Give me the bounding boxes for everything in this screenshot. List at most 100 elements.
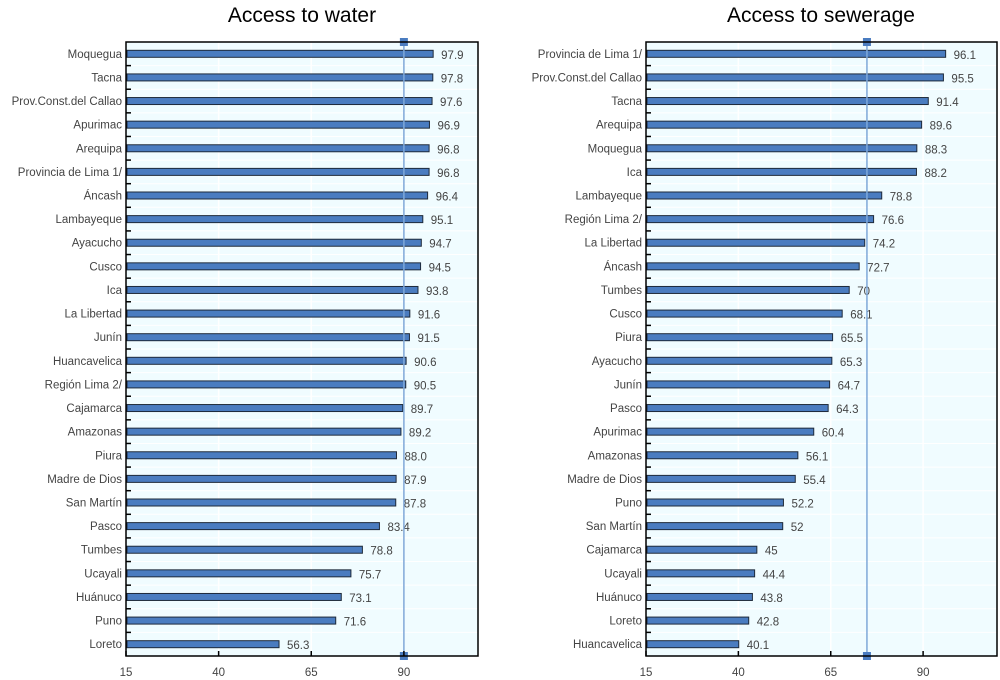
- bar: [126, 592, 342, 601]
- data-label: 97.8: [441, 73, 463, 85]
- bar: [126, 569, 352, 578]
- data-label: 95.5: [951, 73, 973, 85]
- data-label: 94.5: [429, 262, 451, 274]
- bar: [126, 545, 363, 554]
- category-label: Tumbes: [601, 285, 642, 297]
- data-label: 95.1: [431, 215, 453, 227]
- bar: [646, 474, 796, 483]
- x-tick-label: 90: [397, 667, 410, 679]
- data-label: 94.7: [429, 239, 451, 251]
- bar: [646, 238, 866, 247]
- data-label: 52: [791, 522, 804, 534]
- data-label: 78.8: [890, 192, 912, 204]
- category-label: Cajamarca: [586, 545, 642, 557]
- category-label: Ucayali: [84, 568, 122, 580]
- chart-title: Access to water: [228, 4, 376, 27]
- data-label: 91.4: [936, 97, 959, 109]
- category-label: Pasco: [90, 521, 122, 533]
- bar: [126, 498, 397, 507]
- category-label: Prov.Const.del Callao: [12, 96, 122, 108]
- bar: [126, 73, 434, 82]
- bar: [646, 404, 829, 413]
- bar: [646, 309, 843, 318]
- bar: [646, 167, 917, 176]
- data-label: 96.8: [437, 144, 459, 156]
- category-label: Junín: [614, 379, 642, 391]
- bar: [126, 215, 424, 224]
- bar: [126, 144, 430, 153]
- bar: [126, 356, 407, 365]
- bar: [646, 545, 758, 554]
- category-label: Apurimac: [73, 120, 122, 132]
- category-label: Región Lima 2/: [565, 214, 643, 226]
- data-label: 71.6: [344, 617, 366, 629]
- category-label: Provincia de Lima 1/: [538, 49, 643, 61]
- data-label: 42.8: [757, 617, 779, 629]
- bar: [126, 427, 402, 436]
- bar: [126, 451, 397, 460]
- bar: [646, 616, 750, 625]
- data-label: 97.6: [440, 97, 462, 109]
- bar: [646, 498, 784, 507]
- data-label: 45: [765, 546, 778, 558]
- sewerage-chart-panel: Access to sewerage Provincia de Lima 1/9…: [532, 4, 998, 679]
- data-label: 91.5: [417, 333, 439, 345]
- water-chart-panel: Access to water Moquegua 97.9 Tacna 97.8 Pro…: [12, 4, 479, 679]
- bar: [646, 215, 875, 224]
- category-label: La Libertad: [64, 309, 122, 321]
- bar: [126, 309, 411, 318]
- category-label: Piura: [95, 450, 122, 462]
- category-label: Madre de Dios: [567, 474, 642, 486]
- bar: [646, 569, 756, 578]
- x-tick-label: 40: [212, 667, 225, 679]
- data-label: 65.5: [841, 333, 863, 345]
- category-label: La Libertad: [584, 238, 642, 250]
- data-label: 75.7: [359, 569, 381, 581]
- bar: [126, 167, 430, 176]
- data-label: 89.6: [930, 121, 952, 133]
- data-label: 88.0: [404, 451, 426, 463]
- category-label: Tumbes: [81, 545, 122, 557]
- category-label: Ayacucho: [72, 238, 122, 250]
- category-label: Huancavelica: [573, 639, 643, 651]
- data-label: 89.2: [409, 428, 431, 440]
- bar: [646, 97, 929, 106]
- bar: [646, 380, 831, 389]
- data-label: 87.8: [404, 499, 426, 511]
- category-label: Cajamarca: [66, 403, 122, 415]
- category-label: Áncash: [84, 190, 122, 203]
- category-label: Lambayeque: [56, 214, 123, 226]
- category-label: Cusco: [89, 261, 122, 273]
- category-label: San Martín: [66, 498, 122, 510]
- data-label: 65.3: [840, 357, 862, 369]
- bar: [646, 451, 799, 460]
- data-label: 93.8: [426, 286, 448, 298]
- bar: [646, 427, 815, 436]
- data-label: 64.3: [836, 404, 858, 416]
- bar: [646, 49, 947, 58]
- data-label: 55.4: [803, 475, 826, 487]
- category-label: Lambayeque: [576, 191, 643, 203]
- category-label: Región Lima 2/: [45, 379, 123, 391]
- category-label: Tacna: [91, 72, 122, 84]
- category-label: Puno: [615, 498, 642, 510]
- data-label: 60.4: [822, 428, 845, 440]
- category-label: Moquegua: [588, 143, 643, 155]
- x-tick-label: 65: [305, 667, 318, 679]
- data-label: 90.5: [414, 380, 436, 392]
- category-label: Moquegua: [68, 49, 123, 61]
- bar: [646, 592, 753, 601]
- category-label: Apurimac: [593, 427, 642, 439]
- category-label: Madre de Dios: [47, 474, 122, 486]
- x-tick-label: 15: [120, 667, 133, 679]
- data-label: 56.1: [806, 451, 828, 463]
- data-label: 78.8: [370, 546, 392, 558]
- bar: [126, 120, 430, 129]
- data-label: 89.7: [411, 404, 433, 416]
- data-label: 87.9: [404, 475, 426, 487]
- data-label: 88.3: [925, 144, 947, 156]
- bar: [126, 380, 407, 389]
- data-label: 70: [857, 286, 870, 298]
- bar: [646, 120, 923, 129]
